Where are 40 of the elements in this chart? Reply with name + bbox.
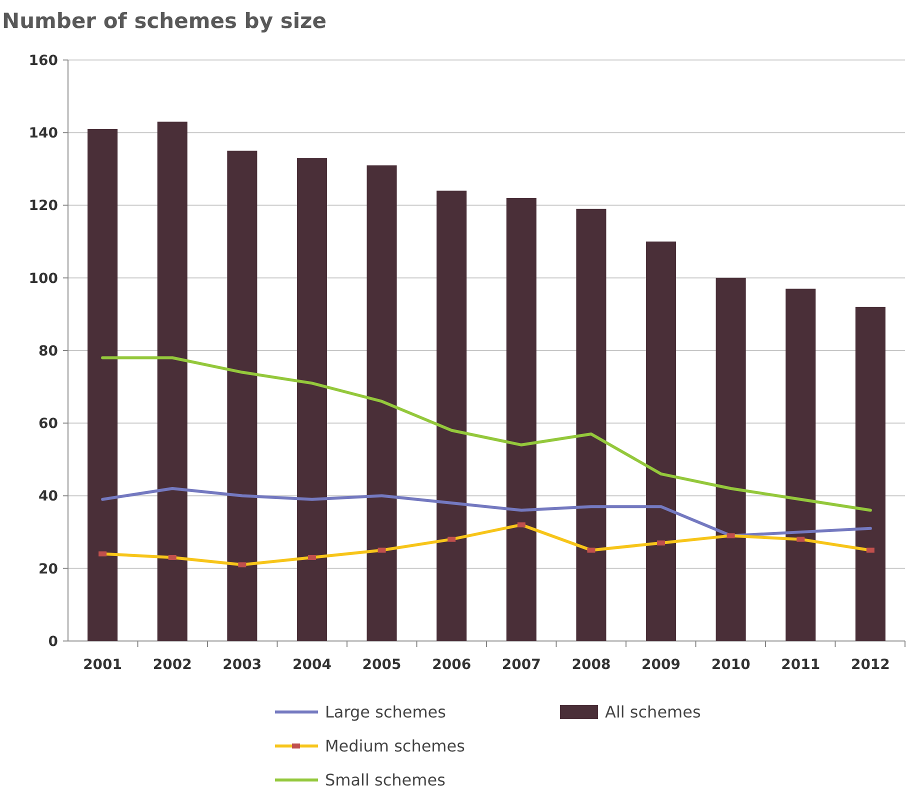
line-series — [101, 486, 872, 538]
legend-label: All schemes — [605, 702, 701, 722]
x-tick-label: 2012 — [850, 657, 890, 673]
legend-label: Small schemes — [325, 770, 446, 790]
bar — [227, 150, 258, 641]
y-tick-label: 20 — [38, 561, 58, 578]
bar — [296, 158, 327, 641]
y-tick-label: 100 — [28, 270, 58, 287]
x-tick-label: 2004 — [292, 657, 332, 673]
x-tick-label: 2006 — [432, 657, 472, 673]
chart-title: Number of schemes by size — [2, 9, 326, 33]
y-tick-label: 60 — [38, 416, 58, 432]
bar — [366, 165, 397, 641]
x-tick-label: 2007 — [502, 657, 541, 673]
y-tick-label: 40 — [38, 488, 58, 505]
x-tick-label: 2003 — [222, 657, 262, 673]
bar — [855, 306, 886, 641]
legend-label: Medium schemes — [325, 736, 465, 756]
bar — [716, 278, 746, 641]
x-tick-label: 2001 — [83, 657, 122, 673]
bar — [786, 288, 816, 641]
bar — [88, 128, 118, 641]
x-tick-label: 2009 — [642, 657, 681, 673]
y-tick-label: 0 — [48, 634, 58, 650]
x-tick-label: 2008 — [572, 657, 611, 673]
bar — [506, 198, 536, 641]
x-tick-label: 2005 — [362, 657, 402, 673]
y-tick-label: 160 — [28, 52, 58, 69]
bar — [576, 208, 606, 641]
y-tick-label: 80 — [38, 343, 58, 360]
bar — [436, 190, 467, 641]
x-tick-label: 2011 — [781, 657, 820, 673]
legend-label: Large schemes — [325, 702, 446, 722]
x-tick-label: 2010 — [711, 657, 751, 673]
bar — [646, 242, 676, 641]
x-tick-label: 2002 — [152, 657, 192, 673]
y-tick-label: 120 — [28, 198, 58, 214]
bar — [157, 122, 188, 641]
line-series — [101, 356, 872, 512]
y-tick-label: 140 — [28, 126, 58, 142]
